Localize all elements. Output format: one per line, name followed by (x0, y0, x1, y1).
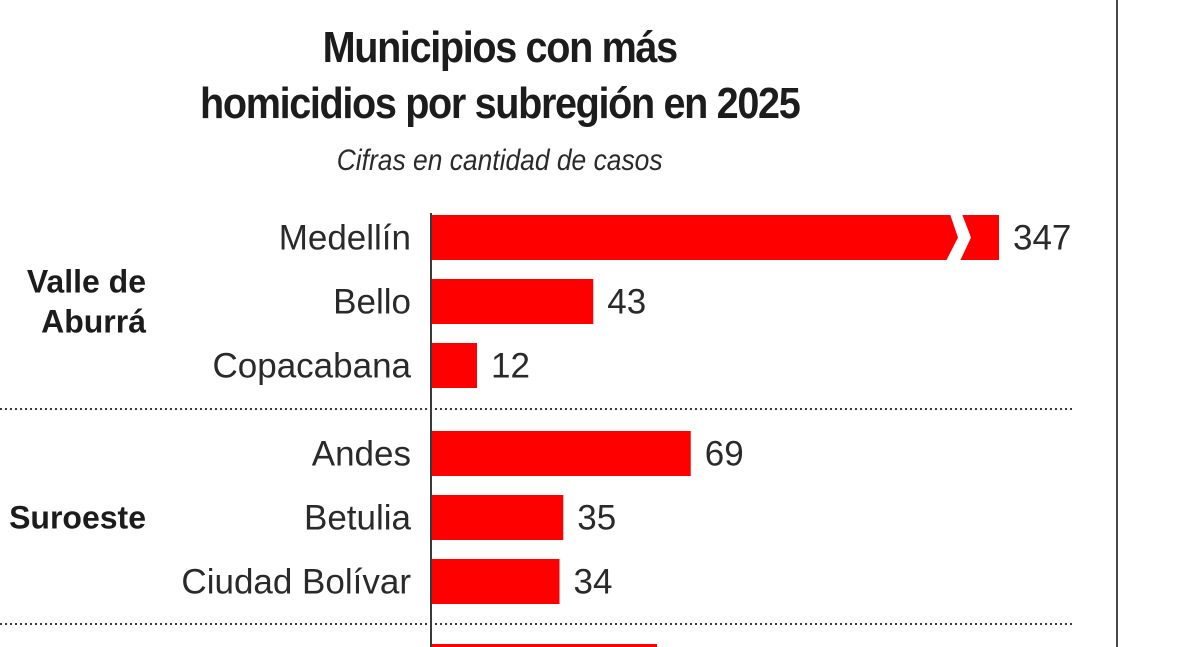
bar-bello (432, 279, 594, 324)
bar-ciudad-bolívar (432, 559, 560, 604)
group-label: Valle de (27, 264, 146, 300)
category-label: Andes (312, 435, 411, 474)
category-label: Bello (333, 283, 411, 322)
category-label: Medellín (279, 219, 411, 258)
value-label: 12 (491, 347, 530, 386)
bar-copacabana (432, 343, 477, 388)
category-label: Copacabana (213, 347, 412, 386)
group-label: Aburrá (41, 304, 146, 340)
category-label: Ciudad Bolívar (181, 563, 411, 602)
value-label: 34 (574, 563, 613, 602)
value-label: 43 (607, 283, 646, 322)
bar-cut-off (432, 644, 657, 647)
category-label: Betulia (304, 499, 412, 538)
value-label: 69 (705, 435, 744, 474)
panel-divider (1116, 0, 1118, 647)
chart-title-line-1: Municipios con más (322, 23, 679, 72)
axis-break-icon (946, 214, 971, 261)
value-label: 35 (577, 499, 616, 538)
chart-title: Municipios con más homicidios por subreg… (50, 20, 950, 132)
bar-betulia (432, 495, 564, 540)
chart-title-line-2: homicidios por subregión en 2025 (200, 79, 801, 128)
bar-medellín (432, 215, 999, 260)
bar-andes (432, 431, 691, 476)
value-label: 347 (1013, 219, 1071, 258)
group-label: Suroeste (9, 500, 146, 536)
chart-subtitle: Cifras en cantidad de casos (336, 144, 663, 177)
